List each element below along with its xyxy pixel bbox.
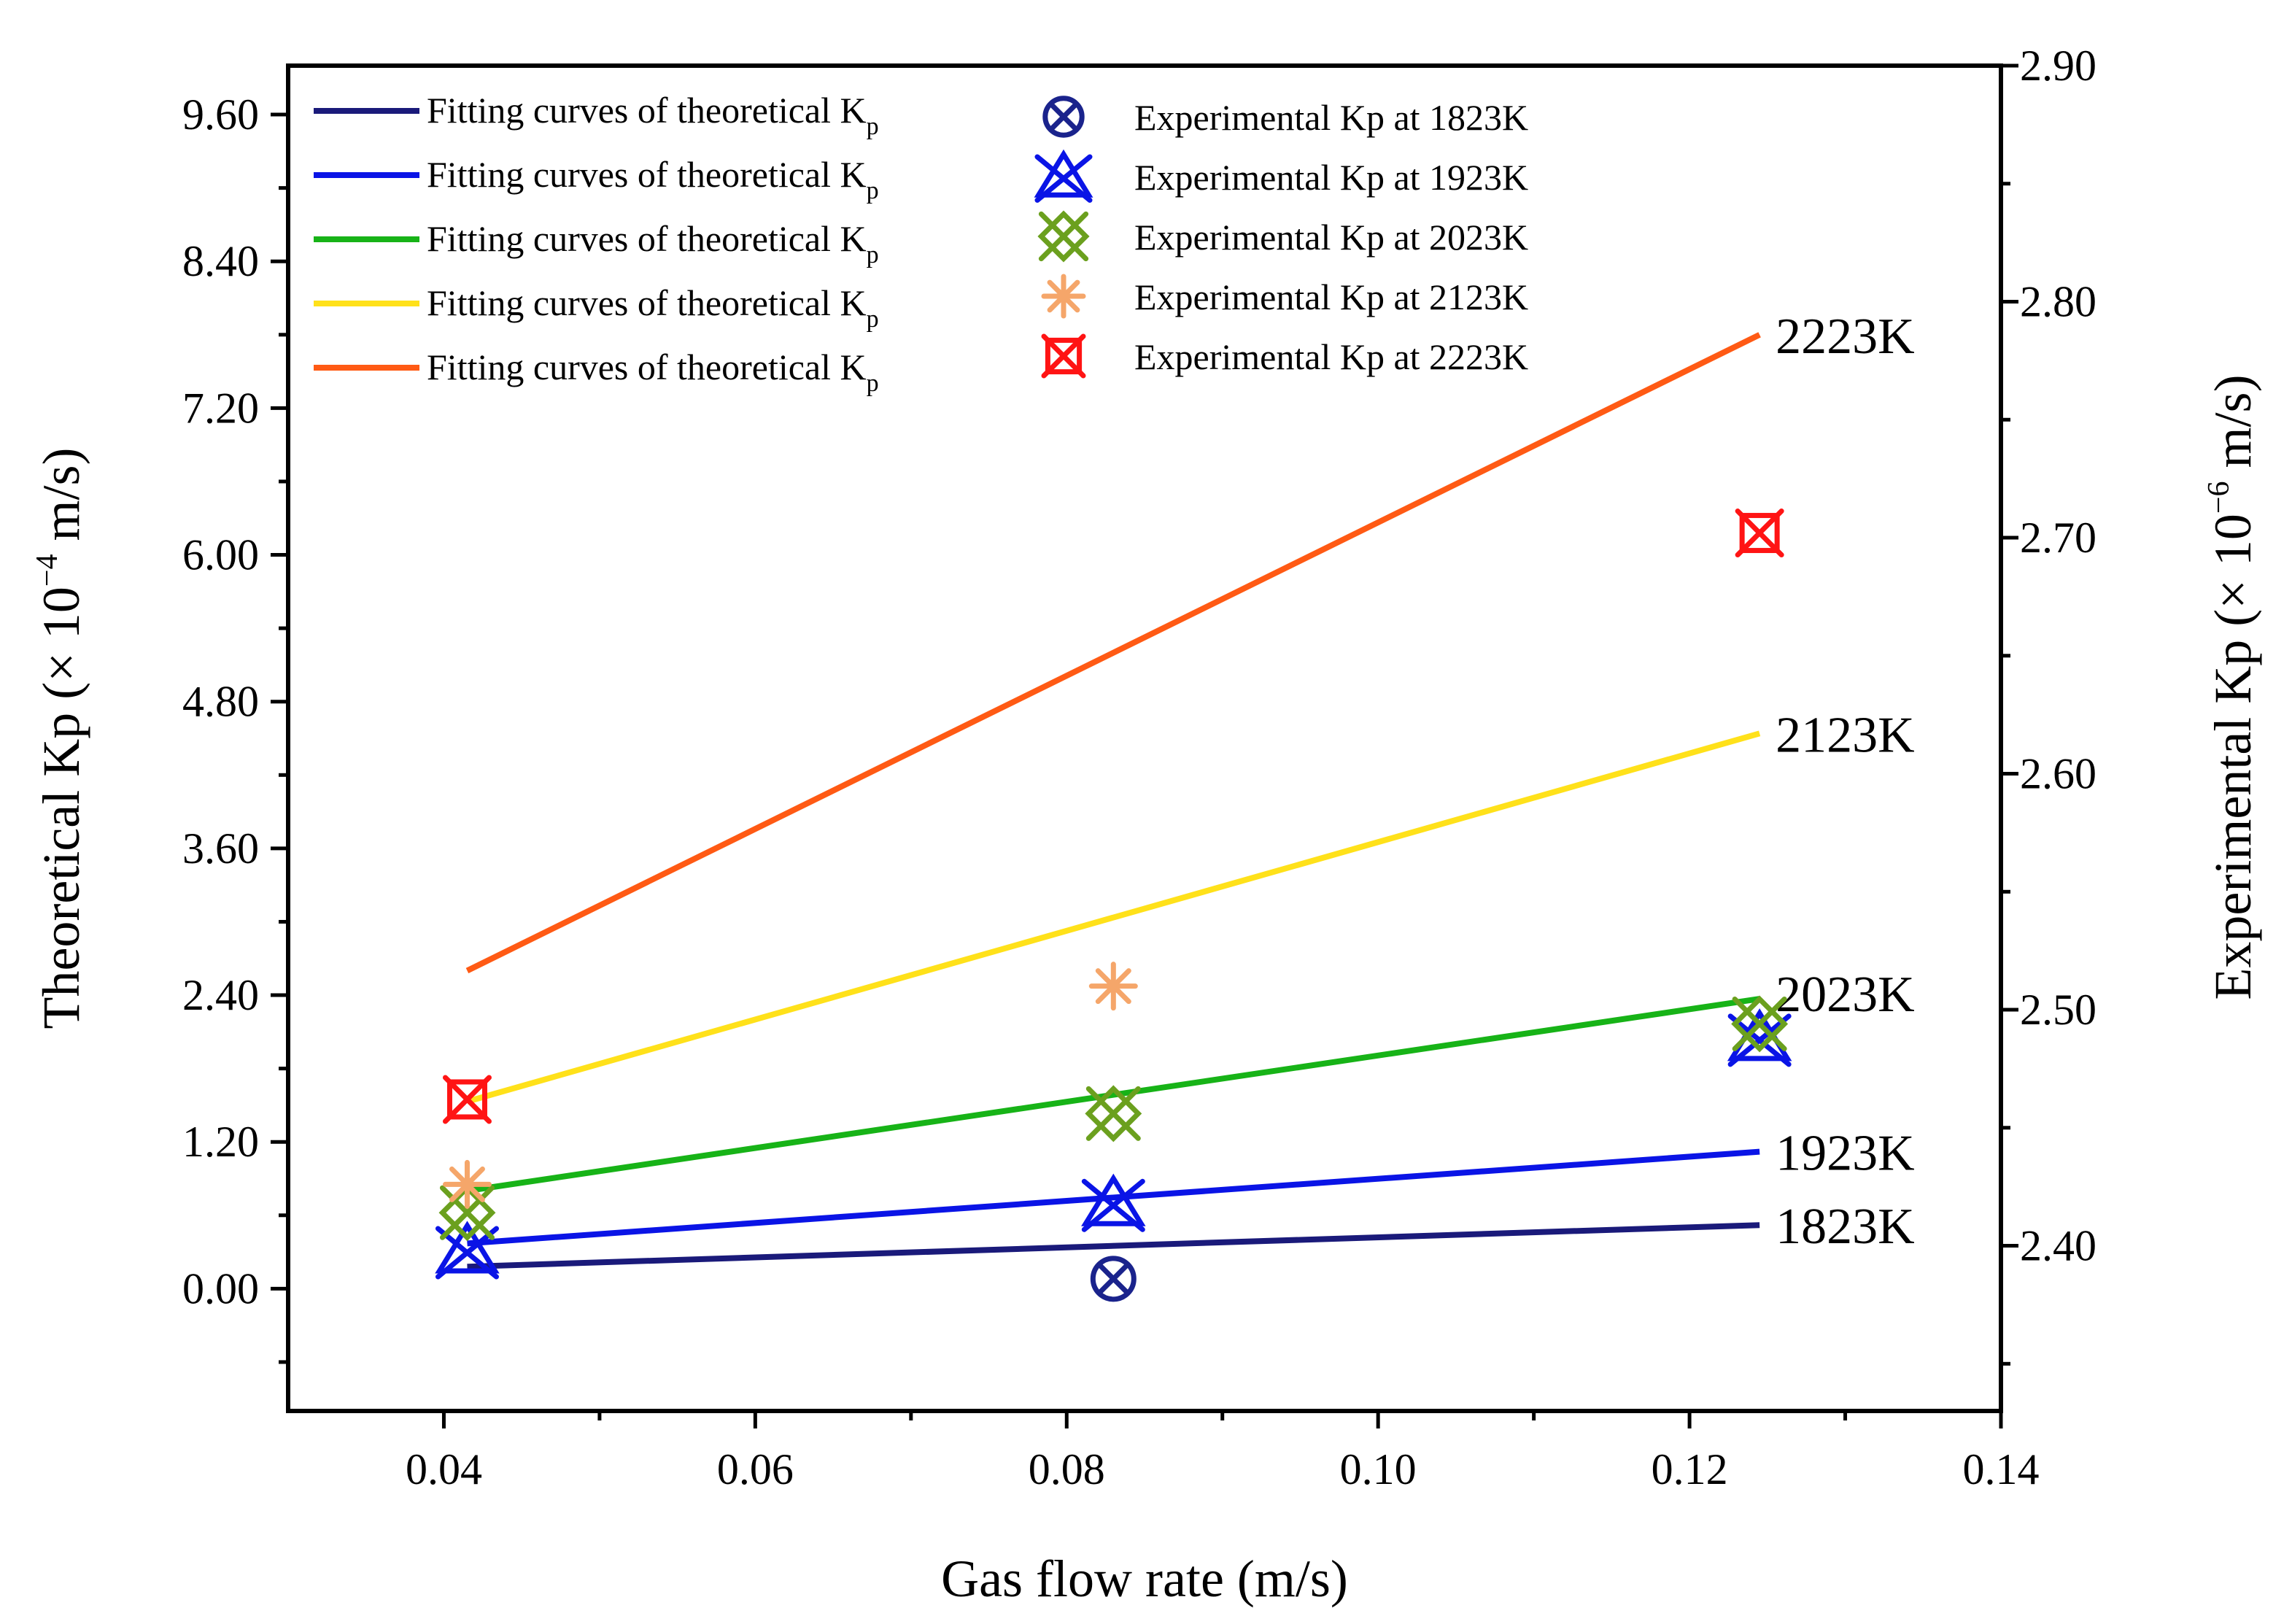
legend-marker-swatch bbox=[1041, 274, 1086, 319]
x-tick-label: 0.08 bbox=[1029, 1445, 1105, 1493]
legend-label-experimental: Experimental Kp at 2223K bbox=[1134, 336, 1528, 377]
y-left-tick-label: 0.00 bbox=[182, 1264, 259, 1312]
end-label-2023K: 2023K bbox=[1776, 967, 1915, 1023]
legend-label-experimental: Experimental Kp at 1923K bbox=[1134, 157, 1528, 198]
experimental-point-2223K bbox=[1735, 509, 1784, 558]
experimental-point-2023K bbox=[1731, 995, 1789, 1053]
y-axis-left-title: Theoretical Kp (× 10−4 m/s) bbox=[31, 447, 90, 1029]
end-label-2223K: 2223K bbox=[1776, 309, 1915, 365]
y-left-tick-label: 9.60 bbox=[182, 90, 259, 139]
experimental-point-1823K bbox=[1090, 1256, 1137, 1302]
theoretical-line-2123K bbox=[466, 730, 1761, 1105]
experimental-point-2123K bbox=[442, 1159, 492, 1209]
y-left-tick-label: 2.40 bbox=[182, 971, 259, 1019]
end-label-2123K: 2123K bbox=[1776, 707, 1915, 763]
experimental-point-2023K bbox=[438, 1184, 496, 1242]
y-left-tick-label: 8.40 bbox=[182, 237, 259, 285]
legend-label-experimental: Experimental Kp at 2023K bbox=[1134, 217, 1528, 258]
experimental-point-1923K bbox=[435, 1221, 500, 1280]
theoretical-line-2223K bbox=[465, 332, 1761, 974]
y-left-tick-label: 7.20 bbox=[182, 384, 259, 432]
theoretical-line-1923K bbox=[467, 1148, 1760, 1247]
y-right-tick-label: 2.90 bbox=[2020, 42, 2097, 90]
legend-label-theoretical: Fitting curves of theoretical Kp bbox=[427, 347, 879, 397]
y-left-tick-label: 6.00 bbox=[182, 531, 259, 579]
experimental-point-2023K bbox=[1085, 1085, 1142, 1142]
legend-label-theoretical: Fitting curves of theoretical Kp bbox=[427, 90, 879, 140]
legend-label-experimental: Experimental Kp at 2123K bbox=[1134, 277, 1528, 317]
x-tick-label: 0.12 bbox=[1652, 1445, 1728, 1493]
plot-frame bbox=[286, 63, 2003, 1413]
x-tick-label: 0.14 bbox=[1963, 1445, 2040, 1493]
y-right-tick-label: 2.80 bbox=[2020, 278, 2097, 326]
x-tick-label: 0.04 bbox=[406, 1445, 482, 1493]
x-axis-title: Gas flow rate (m/s) bbox=[941, 1550, 1348, 1608]
theoretical-line-1823K bbox=[467, 1222, 1760, 1270]
y-right-tick-label: 2.50 bbox=[2020, 986, 2097, 1034]
legend-marker-swatch bbox=[1042, 96, 1085, 138]
y-right-tick-label: 2.70 bbox=[2020, 514, 2097, 562]
y-left-tick-label: 4.80 bbox=[182, 678, 259, 726]
experimental-point-2223K bbox=[442, 1075, 492, 1124]
legend-marker-swatch bbox=[1041, 333, 1086, 379]
y-right-tick-label: 2.60 bbox=[2020, 750, 2097, 798]
end-label-1923K: 1923K bbox=[1776, 1126, 1915, 1182]
y-right-tick-label: 2.40 bbox=[2020, 1222, 2097, 1270]
x-tick-label: 0.06 bbox=[717, 1445, 794, 1493]
legend-label-theoretical: Fitting curves of theoretical Kp bbox=[427, 282, 879, 333]
y-left-tick-label: 3.60 bbox=[182, 824, 259, 873]
x-tick-label: 0.10 bbox=[1340, 1445, 1417, 1493]
y-left-tick-label: 1.20 bbox=[182, 1118, 259, 1166]
experimental-point-1923K bbox=[1081, 1173, 1146, 1232]
legend-label-theoretical: Fitting curves of theoretical Kp bbox=[427, 154, 879, 204]
theoretical-line-2023K bbox=[466, 996, 1760, 1194]
legend-label-theoretical: Fitting curves of theoretical Kp bbox=[427, 218, 879, 268]
legend-label-experimental: Experimental Kp at 1823K bbox=[1134, 97, 1528, 138]
y-axis-right-title: Experimental Kp (× 10−6 m/s) bbox=[2202, 374, 2262, 999]
legend-marker-swatch bbox=[1037, 210, 1090, 263]
legend-marker-swatch bbox=[1034, 149, 1093, 203]
experimental-point-2123K bbox=[1088, 962, 1138, 1011]
end-label-1823K: 1823K bbox=[1776, 1199, 1915, 1255]
